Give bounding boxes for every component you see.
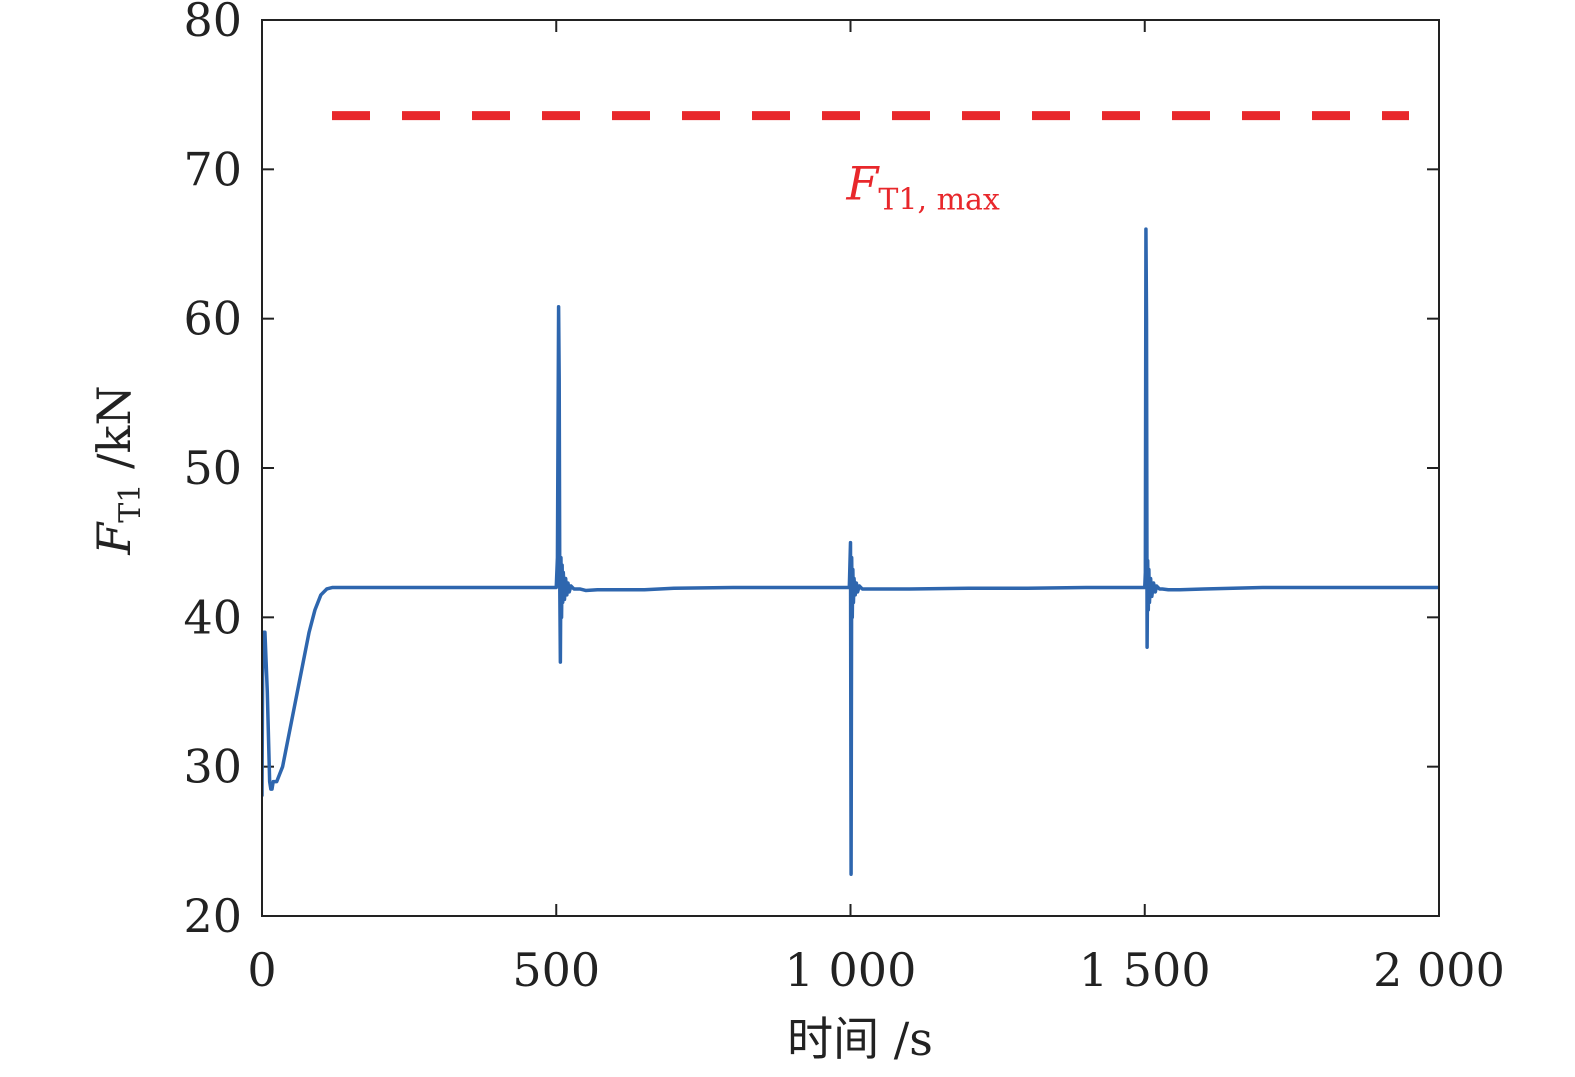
y-axis-title-unit: /kN bbox=[87, 385, 141, 483]
x-axis-title: 时间 /s bbox=[787, 1012, 933, 1066]
threshold-label: FT1, max bbox=[846, 157, 1000, 218]
x-tick-label: 0 bbox=[247, 943, 276, 997]
y-axis-ticks: 20 30 40 50 60 70 80 bbox=[183, 0, 1439, 943]
y-axis-title-main: F bbox=[87, 521, 141, 556]
x-axis-ticks: 0 500 1 000 1 500 2 000 bbox=[247, 20, 1505, 997]
x-tick-label: 2 000 bbox=[1373, 943, 1505, 997]
threshold-label-sub: T1, max bbox=[878, 183, 1000, 218]
y-tick-label: 40 bbox=[183, 590, 242, 644]
y-tick-label: 70 bbox=[183, 142, 242, 196]
threshold-label-main: F bbox=[846, 157, 881, 211]
y-tick-label: 60 bbox=[183, 292, 242, 346]
series-line bbox=[262, 227, 1439, 876]
y-tick-label: 30 bbox=[183, 740, 242, 794]
y-axis-title-sub: T1 bbox=[113, 484, 148, 523]
y-tick-label: 80 bbox=[183, 0, 242, 47]
x-tick-label: 1 500 bbox=[1079, 943, 1211, 997]
x-tick-label: 500 bbox=[512, 943, 600, 997]
x-tick-label: 1 000 bbox=[785, 943, 917, 997]
y-axis-title: FT1 /kN bbox=[87, 385, 148, 555]
y-tick-label: 20 bbox=[183, 889, 242, 943]
y-tick-label: 50 bbox=[183, 441, 242, 495]
plot-frame bbox=[261, 19, 1440, 917]
